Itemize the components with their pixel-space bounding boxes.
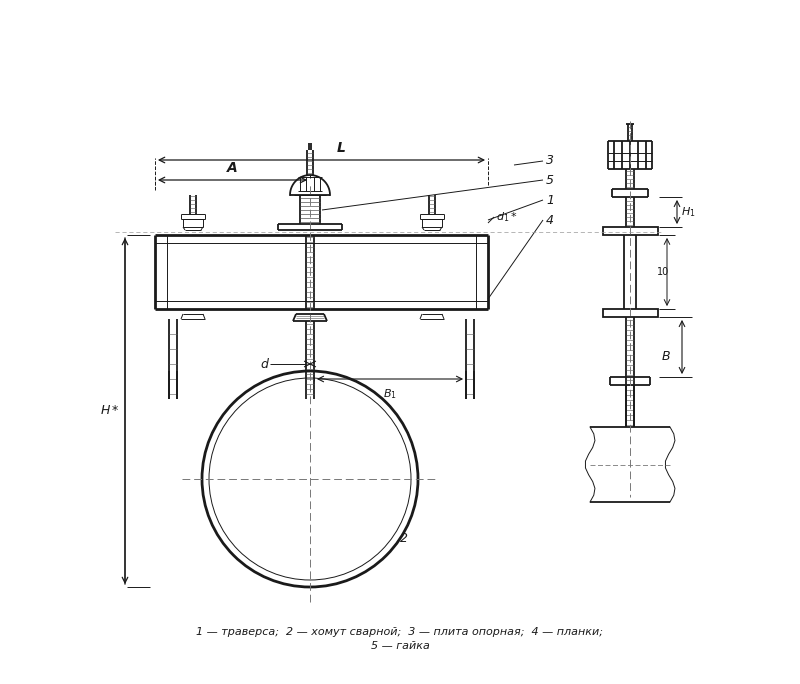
Text: 5 — гайка: 5 — гайка: [370, 641, 430, 651]
Text: $H*$: $H*$: [100, 404, 120, 417]
Text: 2: 2: [400, 533, 408, 546]
Text: 1 — траверса;  2 — хомут сварной;  3 — плита опорная;  4 — планки;: 1 — траверса; 2 — хомут сварной; 3 — пли…: [197, 627, 603, 637]
Text: 3: 3: [546, 153, 554, 166]
Text: 10: 10: [657, 267, 669, 277]
Text: L: L: [337, 141, 346, 155]
Text: $d_1*$: $d_1*$: [496, 210, 518, 224]
Text: $H_1$: $H_1$: [681, 205, 695, 219]
Text: $B_1$: $B_1$: [383, 387, 397, 401]
Text: B: B: [662, 350, 670, 363]
Text: A: A: [227, 161, 238, 175]
Bar: [603, 227, 658, 235]
Text: 1: 1: [546, 194, 554, 207]
Bar: [603, 309, 658, 317]
Text: 4: 4: [546, 213, 554, 226]
Text: 5: 5: [546, 174, 554, 187]
Text: d: d: [260, 358, 268, 371]
